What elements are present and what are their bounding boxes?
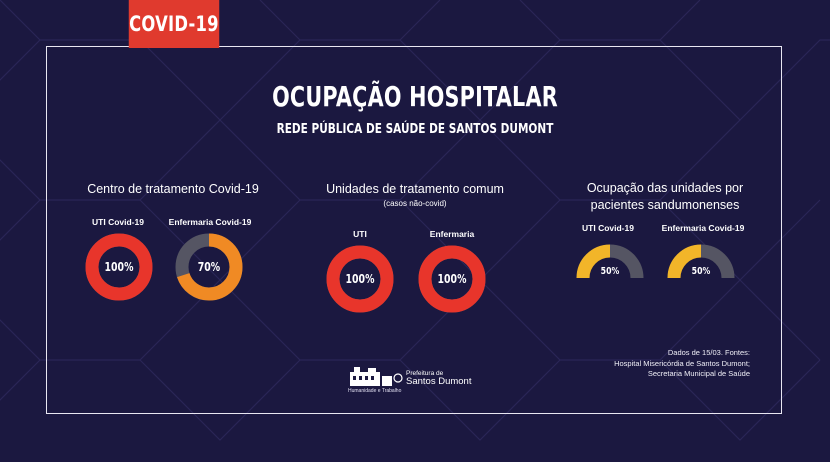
logo-text: Prefeitura de Santos Dumont: [406, 370, 471, 386]
donut-value-arc: [85, 233, 153, 301]
donut-percent-label: 100%: [346, 272, 375, 286]
section-title-local-patients-line2: pacientes sandumonenses: [590, 198, 740, 212]
semi-gauge-value-arc: [576, 244, 611, 279]
city-hall-logo-icon: [350, 367, 403, 386]
logo-line1: Prefeitura de: [406, 370, 444, 377]
content-frame: [46, 46, 782, 414]
gauge-label: Enfermaria Covid-19: [661, 223, 745, 233]
source-line: Hospital Misericórdia de Santos Dumont;: [614, 358, 750, 368]
semi-gauge-uti-local: 50%: [576, 244, 644, 279]
logo-motto: Humanidade e Trabalho: [348, 388, 402, 394]
donut-uti-covid: 100%: [85, 233, 153, 301]
data-source: Dados de 15/03. Fontes: Hospital Miseric…: [614, 348, 750, 380]
donut-percent-label: 100%: [105, 260, 134, 274]
donut-percent-label: 70%: [198, 260, 221, 274]
gauge-label: Enfermaria: [429, 229, 475, 239]
section-title-covid-center: Centro de tratamento Covid-19: [87, 182, 259, 196]
gauge-label: UTI Covid-19: [92, 217, 144, 227]
donut-enfermaria-covid: 70%: [175, 233, 243, 301]
gauge-label: Enfermaria Covid-19: [168, 217, 252, 227]
source-line: Secretaria Municipal de Saúde: [647, 369, 750, 378]
donut-uti-comum: 100%: [326, 245, 394, 313]
semi-gauge-track: [609, 244, 644, 279]
section-note: (casos não-covid): [383, 199, 447, 208]
gauge-label: UTI: [353, 229, 367, 239]
donut-value-arc: [175, 233, 243, 301]
semi-gauge-track: [700, 244, 735, 279]
semi-gauge-percent-label: 50%: [601, 266, 620, 277]
donut-enfermaria-comum: 100%: [418, 245, 486, 313]
page-subtitle: REDE PÚBLICA DE SAÚDE DE SANTOS DUMONT: [276, 121, 554, 137]
section-title-local-patients-line1: Ocupação das unidades por: [586, 181, 744, 195]
covid-tag: COVID-19: [128, 0, 220, 48]
donut-value-arc: [326, 245, 394, 313]
section-title-common-units: Unidades de tratamento comum: [326, 182, 504, 196]
donut-percent-label: 100%: [438, 272, 467, 286]
logo-line2: Santos Dumont: [406, 376, 472, 387]
source-line: Dados de 15/03. Fontes:: [667, 348, 750, 357]
semi-gauge-value-arc: [667, 244, 702, 279]
semi-gauge-percent-label: 50%: [692, 266, 711, 277]
page-title: OCUPAÇÃO HOSPITALAR: [272, 80, 558, 113]
donut-value-arc: [418, 245, 486, 313]
prefeitura-logo: Prefeitura de Santos Dumont Humanidade e…: [348, 364, 488, 394]
semi-gauge-enfermaria-local: 50%: [667, 244, 735, 279]
gauge-label: UTI Covid-19: [582, 223, 634, 233]
